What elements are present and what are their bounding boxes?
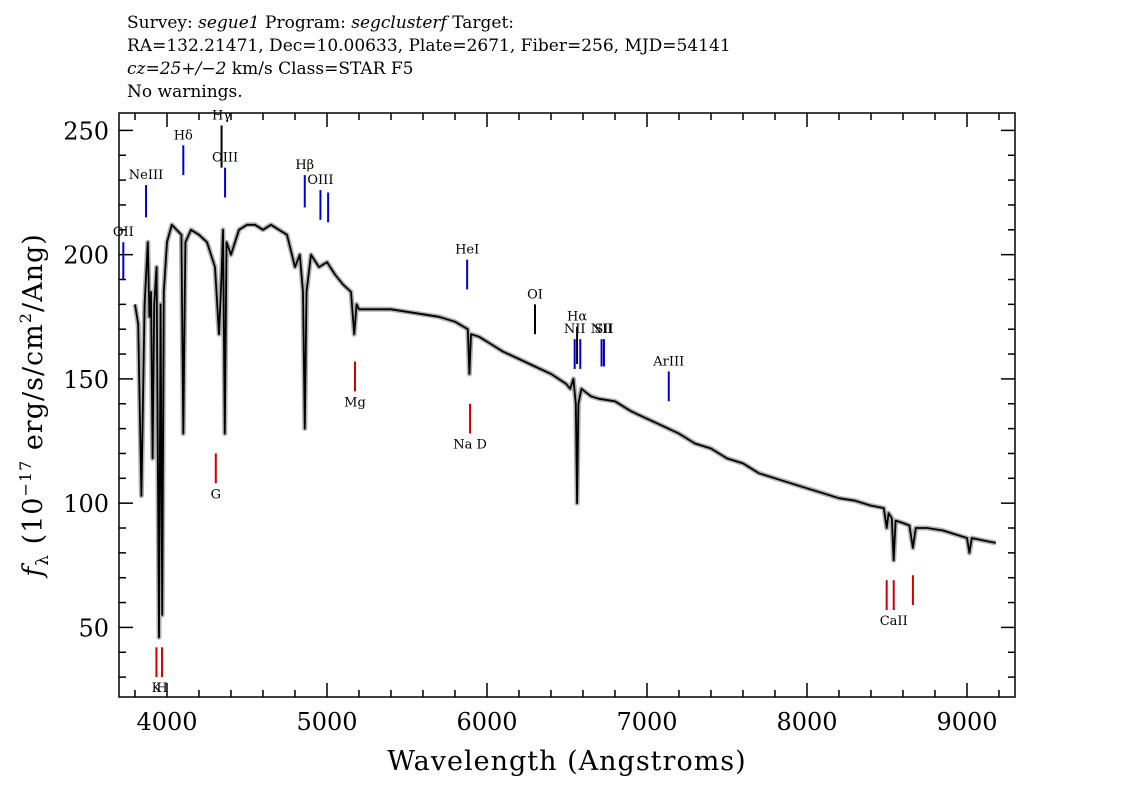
x-tick-label: 8000 [776, 708, 837, 736]
absorption-line-label: K [152, 681, 162, 696]
survey-label: Survey: [127, 13, 199, 33]
absorption-line-label: Na D [453, 438, 487, 453]
emission-line-label: ArIII [652, 354, 684, 369]
emission-line-label: OII [113, 225, 134, 240]
y-tick-label: 150 [63, 366, 109, 394]
redshift-value: cz=25+/−2 [127, 59, 227, 79]
absorption-line-label: CaII [880, 614, 908, 629]
emission-line-label: OI [527, 287, 543, 302]
class-value: km/s Class=STAR F5 [226, 59, 414, 79]
emission-line-label: HeI [455, 243, 479, 258]
spectrum-line [134, 223, 996, 639]
x-axis-label: Wavelength (Angstroms) [387, 746, 746, 777]
y-tick-label: 50 [78, 614, 109, 642]
target-label: Target: [446, 13, 515, 33]
emission-line-label: Hδ [174, 128, 193, 143]
x-tick-label: 6000 [456, 708, 517, 736]
absorption-line-label: H [156, 681, 167, 696]
absorption-line-label: G [211, 487, 221, 502]
emission-line-label: Hγ [212, 108, 231, 123]
survey-value: segue1 [198, 13, 260, 33]
absorption-line-label: Mg [344, 395, 366, 410]
emission-line-label: Hα [567, 310, 587, 325]
x-tick-label: 4000 [136, 708, 197, 736]
header-line-redshift: cz=25+/−2 km/s Class=STAR F5 [127, 58, 731, 81]
x-tick-label: 7000 [616, 708, 677, 736]
emission-line-label: SII [594, 322, 613, 337]
x-tick-label: 9000 [936, 708, 997, 736]
emission-line-label: OIII [212, 151, 238, 166]
y-label-f: f [18, 563, 49, 579]
y-label-exp1: −17 [16, 460, 35, 497]
y-label-a: (10 [18, 497, 49, 554]
emission-line-label: NII [591, 322, 613, 337]
x-tick-label: 5000 [296, 708, 357, 736]
program-label: Program: [259, 13, 352, 33]
header-line-survey: Survey: segue1 Program: segclusterf Targ… [127, 12, 731, 35]
y-tick-label: 200 [63, 242, 109, 270]
spectrum-header: Survey: segue1 Program: segclusterf Targ… [127, 12, 731, 104]
emission-line-label: NII [564, 322, 586, 337]
y-tick-label: 100 [63, 490, 109, 518]
y-tick-label: 250 [63, 117, 109, 145]
emission-line-label: OIII [307, 173, 333, 188]
emission-line-label: Hβ [295, 158, 314, 173]
y-label-exp2: 2 [16, 312, 35, 323]
plot-frame [118, 112, 1016, 698]
program-value: segclusterf [351, 13, 447, 33]
emission-line-label: NeIII [129, 168, 163, 183]
header-line-coordinates: RA=132.21471, Dec=10.00633, Plate=2671, … [127, 36, 731, 56]
header-line-warnings: No warnings. [127, 82, 243, 102]
spectrum-error-band [132, 222, 997, 640]
y-label-c: /Ang) [18, 233, 49, 312]
y-label-b: erg/s/cm [18, 323, 49, 460]
y-axis-label: fλ (10−17 erg/s/cm2/Ang) [16, 233, 53, 579]
y-label-lambda: λ [33, 554, 53, 566]
